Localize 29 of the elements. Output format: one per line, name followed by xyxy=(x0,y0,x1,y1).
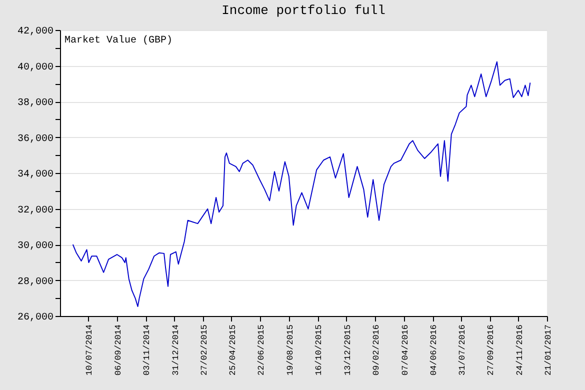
x-tick-label: 27/09/2016 xyxy=(486,324,496,376)
x-tick-label: 16/10/2015 xyxy=(314,324,324,376)
x-tick-label: 03/11/2014 xyxy=(142,324,152,376)
x-tick-label: 24/11/2016 xyxy=(514,324,525,376)
y-tick-label: 36,000 xyxy=(17,134,54,145)
y-axis-title: Market Value (GBP) xyxy=(64,34,173,46)
x-tick-label: 21/01/2017 xyxy=(544,324,554,376)
x-tick-label: 09/02/2016 xyxy=(372,324,382,376)
y-tick-label: 30,000 xyxy=(17,241,54,252)
y-tick-label: 40,000 xyxy=(17,62,54,74)
y-tick-label: 42,000 xyxy=(17,26,54,38)
x-tick-label: 04/06/2016 xyxy=(429,324,440,376)
x-tick-label: 22/06/2015 xyxy=(256,324,267,376)
x-tick-label: 27/02/2015 xyxy=(200,324,210,376)
y-tick-label: 28,000 xyxy=(17,276,54,288)
x-tick-label: 31/07/2016 xyxy=(457,324,468,376)
chart-title: Income portfolio full xyxy=(222,3,386,18)
line-series xyxy=(72,61,531,308)
y-tick-label: 32,000 xyxy=(17,205,54,216)
x-tick-label: 06/09/2014 xyxy=(113,324,124,376)
x-tick-label: 19/08/2015 xyxy=(285,324,296,376)
y-tick-label: 38,000 xyxy=(17,98,54,109)
x-tick-label: 31/12/2014 xyxy=(170,324,181,376)
y-tick-label: 34,000 xyxy=(17,170,54,180)
x-tick-label: 10/07/2014 xyxy=(84,324,95,376)
x-tick-label: 13/12/2015 xyxy=(342,324,353,376)
x-tick-label: 25/04/2015 xyxy=(228,324,238,376)
y-tick-label: 26,000 xyxy=(17,312,54,324)
x-tick-label: 07/04/2016 xyxy=(400,324,410,376)
